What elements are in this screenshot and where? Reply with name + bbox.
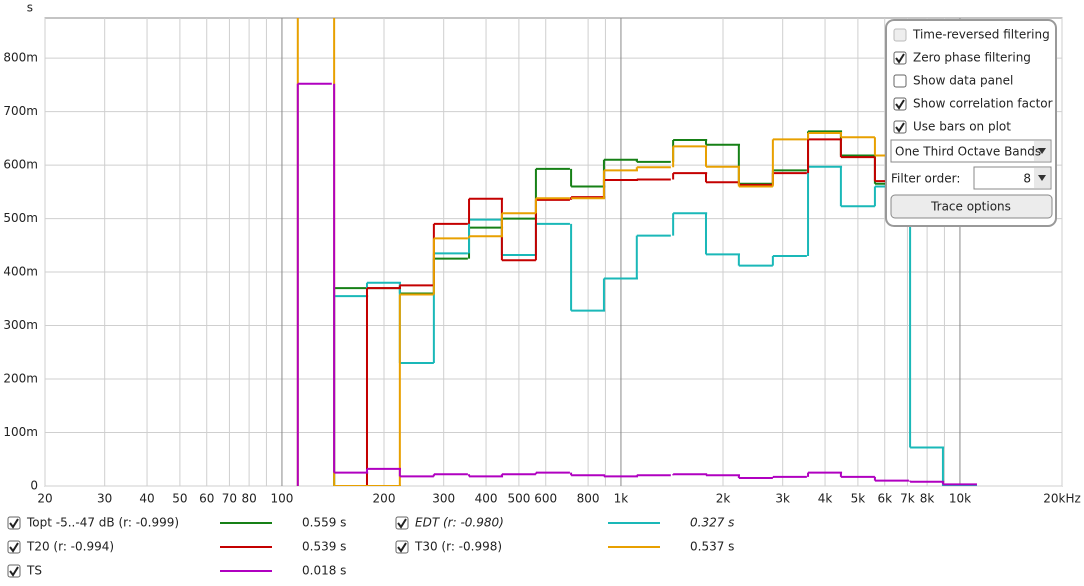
legend-value: 0.559 s	[302, 516, 346, 530]
legend-value: 0.327 s	[690, 516, 734, 530]
y-tick-label: 400m	[3, 265, 38, 279]
x-tick-label: 50	[172, 492, 187, 506]
trace-options-button[interactable]	[890, 194, 1053, 219]
y-tick-label: 300m	[3, 318, 38, 332]
legend-name: T20 (r: -0.994)	[26, 540, 114, 554]
filter-order-label: Filter order:	[891, 172, 960, 186]
bands-dropdown[interactable]	[890, 139, 1052, 163]
x-tick-label: 300	[432, 492, 455, 506]
legend-name: TS	[26, 564, 42, 578]
legend-name: Topt -5..-47 dB (r: -0.999)	[26, 516, 179, 530]
x-tick-label: 70	[222, 492, 237, 506]
x-tick-label: 60	[199, 492, 214, 506]
legend-name: T30 (r: -0.998)	[414, 540, 502, 554]
legend-checkbox-check	[397, 542, 407, 553]
x-tick-label: 4k	[818, 492, 833, 506]
option-checkbox[interactable]	[893, 74, 907, 88]
x-tick-label: 80	[241, 492, 256, 506]
legend-value: 0.539 s	[302, 540, 346, 554]
x-tick-label: 7k	[900, 492, 915, 506]
legend-checkbox-check	[397, 518, 407, 529]
dropdown-arrow	[1038, 175, 1046, 181]
filter-order-value: 8	[1023, 172, 1031, 186]
x-tick-label: 200	[373, 492, 396, 506]
y-tick-label: 600m	[3, 158, 38, 172]
dropdown-arrow	[1038, 148, 1046, 154]
x-tick-label: 30	[97, 492, 112, 506]
trace-options-label: Trace options	[930, 200, 1011, 214]
y-tick-label: 500m	[3, 211, 38, 225]
x-tick-label: 8k	[920, 492, 935, 506]
x-tick-label: 400	[475, 492, 498, 506]
option-checkbox-check	[895, 53, 905, 64]
option-checkbox-check	[895, 122, 905, 133]
x-tick-label: 600	[534, 492, 557, 506]
y-tick-label: 200m	[3, 372, 38, 386]
y-tick-label: 700m	[3, 104, 38, 118]
x-tick-label: 20	[37, 492, 52, 506]
option-checkbox	[893, 28, 907, 42]
legend-checkbox-check	[9, 542, 19, 553]
x-tick-label: 500	[507, 492, 530, 506]
step-connector	[296, 83, 944, 486]
y-unit: s	[27, 1, 33, 15]
legend-value: 0.018 s	[302, 564, 346, 578]
x-tick-label: 40	[139, 492, 154, 506]
legend-name: EDT (r: -0.980)	[415, 516, 504, 530]
x-tick-label: 5k	[851, 492, 866, 506]
option-label: Use bars on plot	[913, 120, 1011, 134]
option-label: Show data panel	[913, 74, 1013, 88]
y-tick-label: 0	[30, 479, 38, 493]
x-tick-label: 20kHz	[1043, 492, 1081, 506]
x-tick-label: 2k	[716, 492, 731, 506]
y-tick-label: 100m	[3, 425, 38, 439]
x-tick-label: 100	[270, 492, 293, 506]
bands-value: One Third Octave Bands	[895, 145, 1041, 159]
x-tick-label: 10k	[949, 492, 971, 506]
option-label: Zero phase filtering	[913, 51, 1031, 65]
option-label: Time-reversed filtering	[912, 28, 1050, 42]
option-checkbox-check	[895, 99, 905, 110]
option-label: Show correlation factor	[913, 97, 1053, 111]
legend-value: 0.537 s	[690, 540, 734, 554]
x-tick-label: 6k	[877, 492, 892, 506]
x-tick-label: 800	[577, 492, 600, 506]
legend-checkbox-check	[9, 518, 19, 529]
x-tick-label: 3k	[775, 492, 790, 506]
legend-checkbox-check	[9, 566, 19, 577]
filter-order-dropdown[interactable]	[973, 166, 1052, 190]
x-tick-label: 1k	[614, 492, 629, 506]
y-tick-label: 800m	[3, 51, 38, 65]
